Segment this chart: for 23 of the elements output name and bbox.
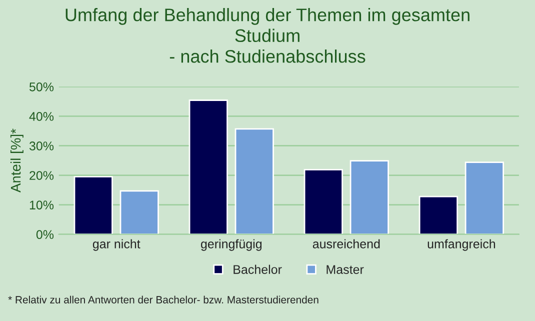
bar — [234, 128, 274, 234]
y-tick-label: 40% — [29, 112, 54, 121]
y-tick-label: 30% — [29, 142, 54, 150]
x-tick-label: ausreichend — [312, 239, 380, 248]
x-tick-label: gar nicht — [92, 239, 140, 251]
bar — [188, 100, 228, 234]
bar — [304, 168, 343, 234]
text: * Relativ zu allen Antworten der Bachelor- bzw. Masterstudierenden — [8, 296, 318, 304]
legend-label: Bachelor — [234, 264, 282, 274]
y-tick-label: 50% — [29, 82, 54, 92]
bar — [350, 160, 389, 234]
y-axis-title: Anteil [%]* — [10, 128, 24, 193]
y-tick-label: 20% — [30, 171, 54, 180]
bar — [418, 196, 458, 234]
y-tick-label: 0% — [36, 230, 54, 239]
bar — [464, 162, 504, 234]
x-tick-label: umfangreich — [428, 239, 496, 251]
y-tick-label: 10% — [30, 200, 54, 210]
legend-label: Master — [326, 265, 364, 274]
bar — [74, 176, 113, 234]
x-tick-label: geringfügig — [200, 239, 262, 251]
chart-title: Umfang der Behandlung der Themen im gesamten Studium - nach Studienabschluss — [66, 8, 470, 63]
bar — [120, 190, 159, 234]
